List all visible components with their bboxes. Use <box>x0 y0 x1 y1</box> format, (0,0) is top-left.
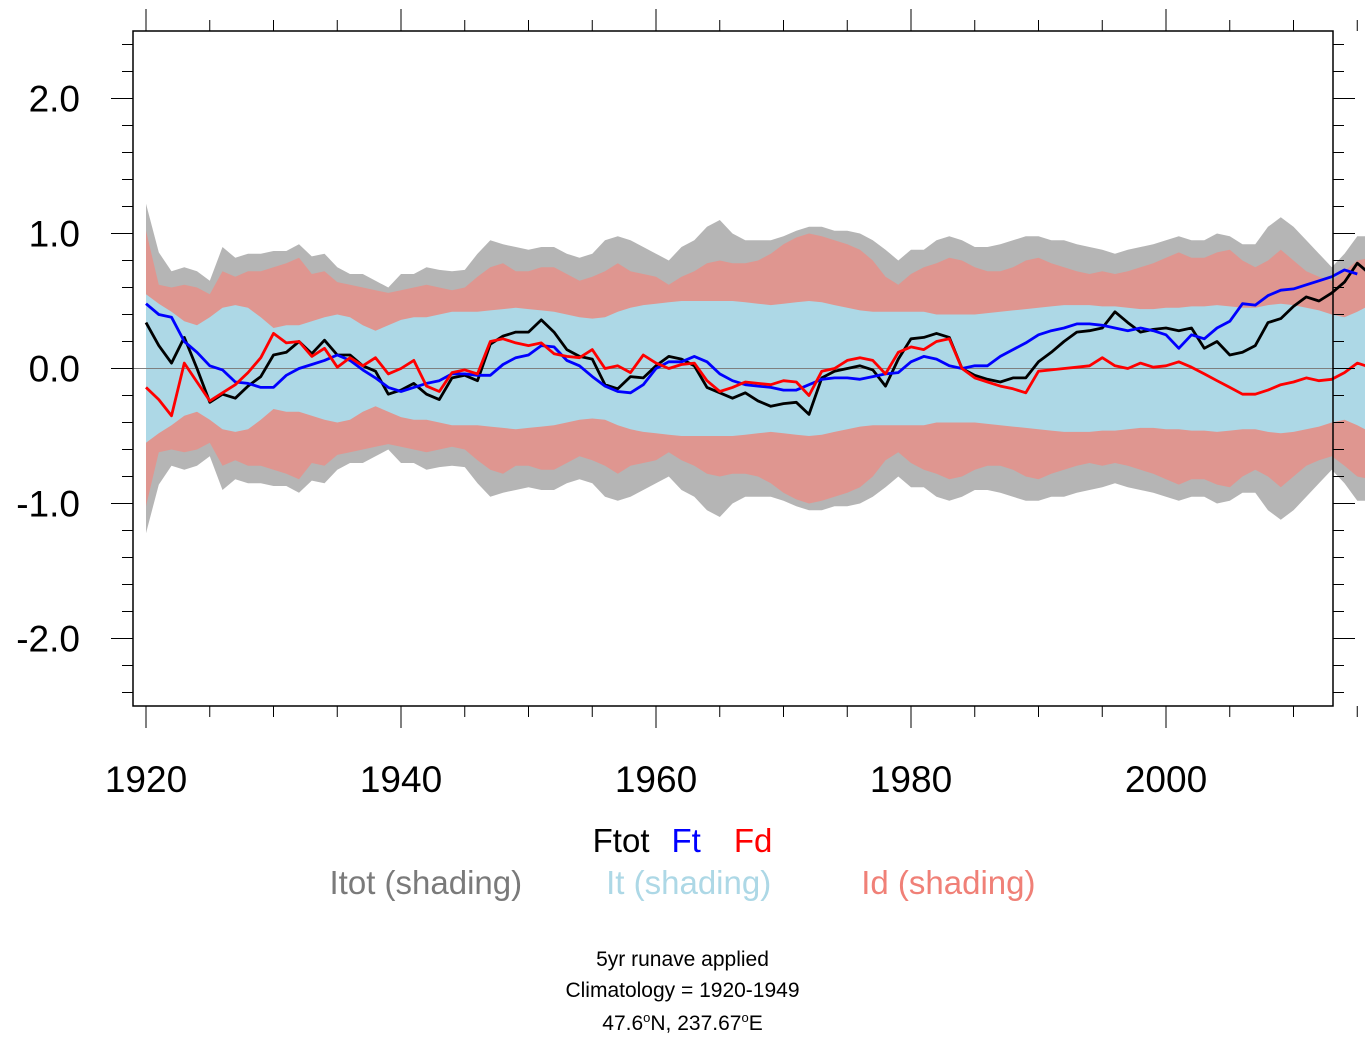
legend-ftot: Ftot <box>592 822 650 859</box>
series-ftot <box>144 261 1365 416</box>
degree-sign: o <box>741 1010 749 1025</box>
series-lines <box>144 261 1365 418</box>
footer-lat-unit: N, <box>650 1012 678 1035</box>
footer-lon-value: 237.67 <box>677 1012 742 1035</box>
x-tick-label: 1960 <box>615 759 697 800</box>
footer-runave: 5yr runave applied <box>596 948 769 971</box>
chart: 2.0 1.0 0.0 -1.0 -2.0 1920 1940 1960 1980 2000 <box>16 9 1365 800</box>
footer-lon-unit: E <box>748 1012 763 1035</box>
legend-series: Ftot Ft Fd <box>0 822 1365 860</box>
x-tick-label: 1940 <box>360 759 442 800</box>
legend-shading: Itot (shading) It (shading) Id (shading) <box>0 864 1365 902</box>
y-tick-label: -1.0 <box>16 484 80 525</box>
x-tick-label: 1920 <box>105 759 187 800</box>
y-tick-label: 2.0 <box>29 79 80 120</box>
axes: 2.0 1.0 0.0 -1.0 -2.0 1920 1940 1960 1980 2000 <box>16 9 1358 800</box>
y-tick-label: -2.0 <box>16 619 80 660</box>
y-tick-label: 0.0 <box>29 349 80 390</box>
footer-climatology: Climatology = 1920-1949 <box>565 979 800 1002</box>
series-fd <box>145 332 1365 418</box>
legend-fd: Fd <box>733 822 773 859</box>
x-tick-label: 1980 <box>870 759 952 800</box>
y-tick-label: 1.0 <box>29 214 80 255</box>
legend-itot-shading: Itot (shading) <box>329 864 523 901</box>
footer-lat-value: 47.6 <box>602 1012 644 1035</box>
legend-ft: Ft <box>671 822 701 859</box>
degree-sign: o <box>643 1010 651 1025</box>
legend-id-shading: Id (shading) <box>861 864 1036 901</box>
legend-it-shading: It (shading) <box>606 864 772 901</box>
x-tick-label: 2000 <box>1125 759 1207 800</box>
footer-location: 47.6oN, 237.67oE <box>0 1010 1365 1036</box>
